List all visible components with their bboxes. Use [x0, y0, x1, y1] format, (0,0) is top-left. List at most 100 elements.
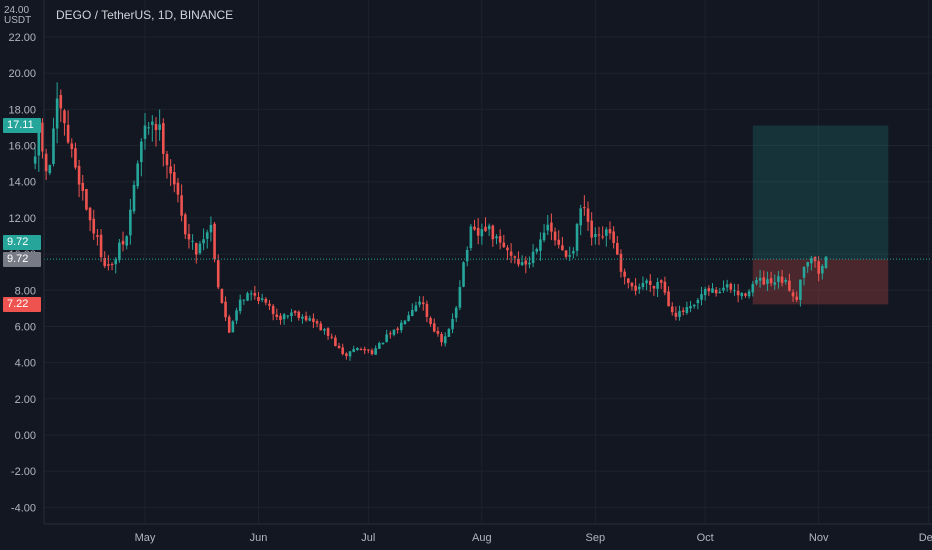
candle-body	[191, 240, 194, 242]
candle-body	[531, 251, 535, 264]
candle-body	[326, 328, 330, 336]
candle-body	[443, 336, 447, 344]
candle-body	[436, 330, 440, 334]
candle-body	[806, 262, 809, 267]
y-tick-label: 18.00	[8, 104, 36, 116]
candle-body	[586, 208, 590, 222]
x-tick-label: May	[135, 532, 156, 544]
candle-body	[55, 98, 59, 129]
candle-body	[659, 280, 663, 283]
candle-body	[348, 351, 352, 357]
candle-body	[63, 110, 66, 124]
candle-body	[795, 296, 799, 300]
candle-body	[597, 234, 601, 236]
candle-body	[824, 256, 828, 268]
candle-body	[462, 262, 465, 287]
candle-body	[399, 322, 403, 331]
candle-body	[590, 220, 593, 238]
candle-body	[279, 315, 282, 321]
entry-price-badge: 9.72	[3, 235, 41, 250]
candle-body	[253, 293, 257, 296]
candle-body	[619, 253, 623, 272]
candle-body	[733, 290, 736, 292]
candle-body	[447, 329, 451, 337]
candle-body	[564, 250, 568, 257]
candle-body	[352, 349, 355, 352]
position-zones	[752, 125, 889, 305]
candle-body	[118, 242, 121, 261]
y-tick-label: 20.00	[8, 68, 36, 80]
candle-body	[162, 123, 165, 154]
candle-body	[143, 125, 147, 139]
candle-body	[546, 224, 550, 231]
y-tick-label: 6.00	[15, 321, 36, 333]
candle-body	[52, 128, 55, 165]
candle-body	[480, 229, 484, 237]
candle-body	[568, 255, 572, 257]
candle-body	[656, 281, 659, 289]
stop-price-badge: 7.22	[3, 297, 41, 312]
candle-body	[648, 280, 652, 285]
x-axis: May Jun Jul Aug Sep Oct Nov Dec	[44, 523, 932, 544]
candle-body	[542, 232, 546, 241]
candle-body	[85, 188, 88, 210]
candle-body	[473, 226, 476, 230]
candle-body	[315, 321, 319, 324]
candle-body	[37, 122, 41, 156]
candle-body	[725, 284, 729, 288]
candle-body	[220, 288, 224, 303]
candle-body	[689, 306, 692, 309]
candle-body	[487, 225, 491, 230]
candle-body	[421, 302, 425, 305]
candle-body	[432, 323, 436, 332]
candle-body	[110, 264, 114, 266]
candle-body	[33, 156, 37, 164]
candle-body	[626, 278, 630, 283]
candle-body	[476, 227, 480, 236]
y-tick-label: 0.00	[15, 430, 36, 442]
candle-body	[140, 141, 143, 163]
candle-body	[396, 328, 399, 330]
candle-body	[692, 304, 696, 307]
candle-body	[605, 229, 608, 236]
candle-body	[180, 195, 183, 216]
candle-body	[634, 285, 637, 291]
candle-body	[714, 289, 718, 294]
candle-body	[777, 276, 780, 282]
candle-body	[744, 293, 747, 296]
candle-body	[784, 280, 788, 282]
candle-body	[235, 310, 238, 321]
candle-body	[242, 299, 246, 301]
candle-body	[696, 299, 700, 304]
candle-body	[268, 303, 271, 306]
x-tick-label: Sep	[586, 532, 606, 544]
candle-body	[257, 297, 260, 301]
candle-body	[74, 148, 77, 168]
candle-body	[238, 299, 242, 312]
candle-body	[81, 182, 85, 191]
candle-body	[107, 264, 110, 266]
candle-body	[323, 329, 326, 331]
candle-body	[286, 315, 290, 317]
candle-body	[341, 347, 345, 355]
stop-zone	[752, 259, 889, 305]
candle-body	[707, 288, 711, 292]
y-tick-label: 8.00	[15, 285, 36, 297]
candle-body	[630, 282, 634, 287]
candle-body	[465, 249, 469, 262]
candle-body	[539, 239, 542, 251]
candle-body	[96, 235, 99, 237]
grid-lines	[44, 0, 932, 524]
candle-body	[700, 294, 703, 300]
candle-body	[667, 291, 670, 307]
candle-body	[282, 314, 286, 320]
candle-body	[136, 163, 139, 187]
candle-body	[246, 293, 249, 301]
candle-body	[205, 232, 209, 239]
candle-body	[44, 153, 48, 172]
candle-body	[356, 347, 359, 351]
candle-body	[70, 143, 74, 150]
candle-body	[359, 349, 363, 351]
candle-body	[491, 225, 495, 240]
candle-body	[154, 124, 158, 131]
